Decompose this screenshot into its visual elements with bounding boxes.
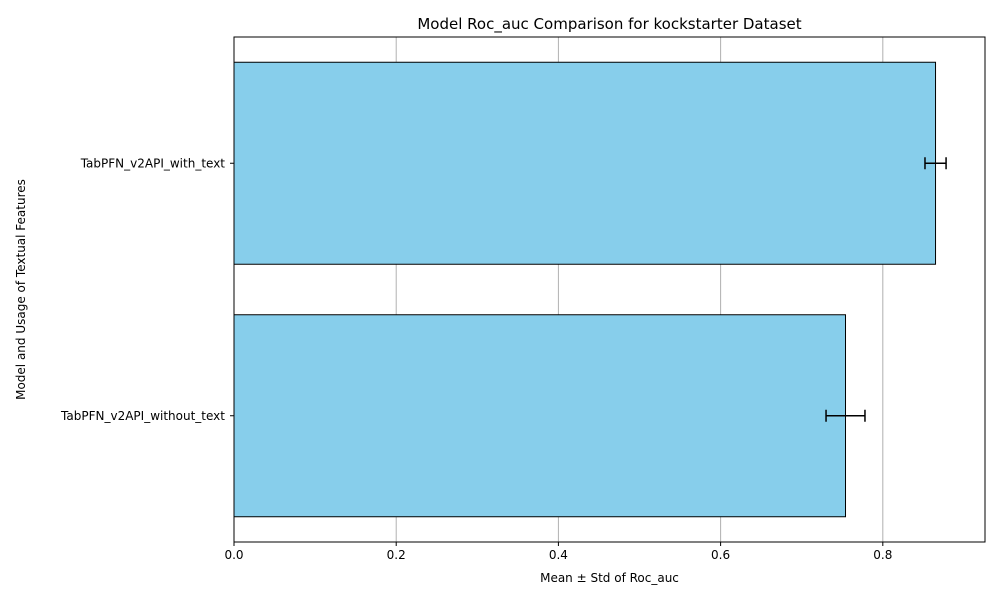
bar-layer xyxy=(233,61,937,518)
y-tick-label: TabPFN_v2API_with_text xyxy=(80,156,226,170)
x-tick-label: 0.0 xyxy=(224,548,243,562)
y-axis-label: Model and Usage of Textual Features xyxy=(14,179,28,400)
plot-frame xyxy=(233,36,986,543)
bar xyxy=(233,314,847,518)
chart-title: Model Roc_auc Comparison for kockstarter… xyxy=(417,15,801,34)
x-tick-label: 0.8 xyxy=(873,548,892,562)
x-tick-label: 0.2 xyxy=(387,548,406,562)
bar xyxy=(233,61,937,265)
y-tick-label: TabPFN_v2API_without_text xyxy=(60,409,225,423)
x-axis-label: Mean ± Std of Roc_auc xyxy=(540,571,679,585)
error-bar-layer xyxy=(825,157,947,422)
x-tick-label: 0.6 xyxy=(711,548,730,562)
x-tick-label: 0.4 xyxy=(549,548,568,562)
tick-layer: 0.0 0.2 0.4 0.6 0.8 TabPFN_v2API_with_text Tab… xyxy=(60,156,892,562)
